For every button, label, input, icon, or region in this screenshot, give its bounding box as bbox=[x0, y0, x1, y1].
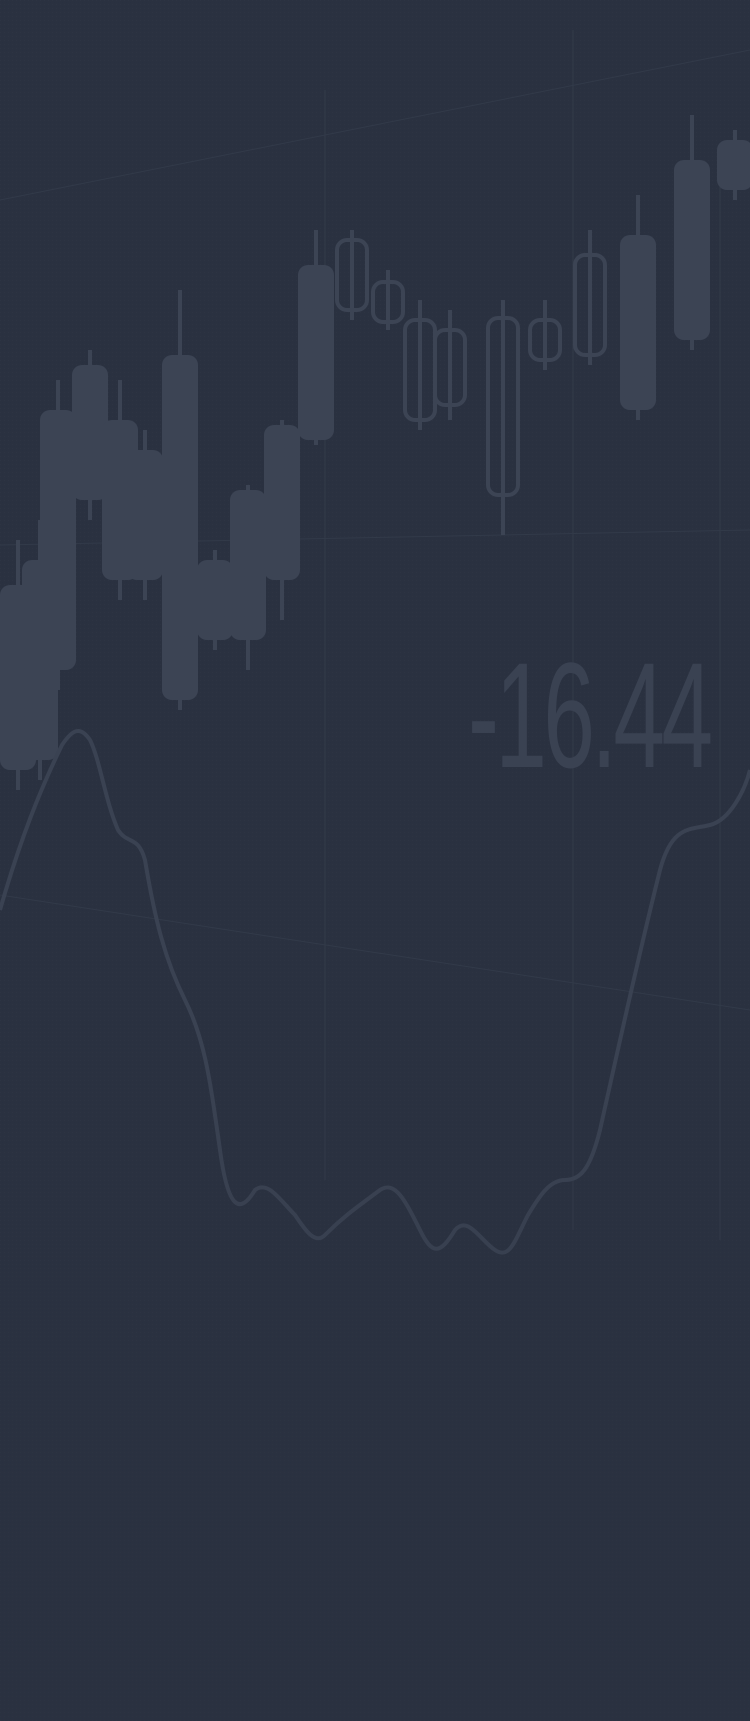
price-readout: -16.44 bbox=[468, 631, 713, 799]
